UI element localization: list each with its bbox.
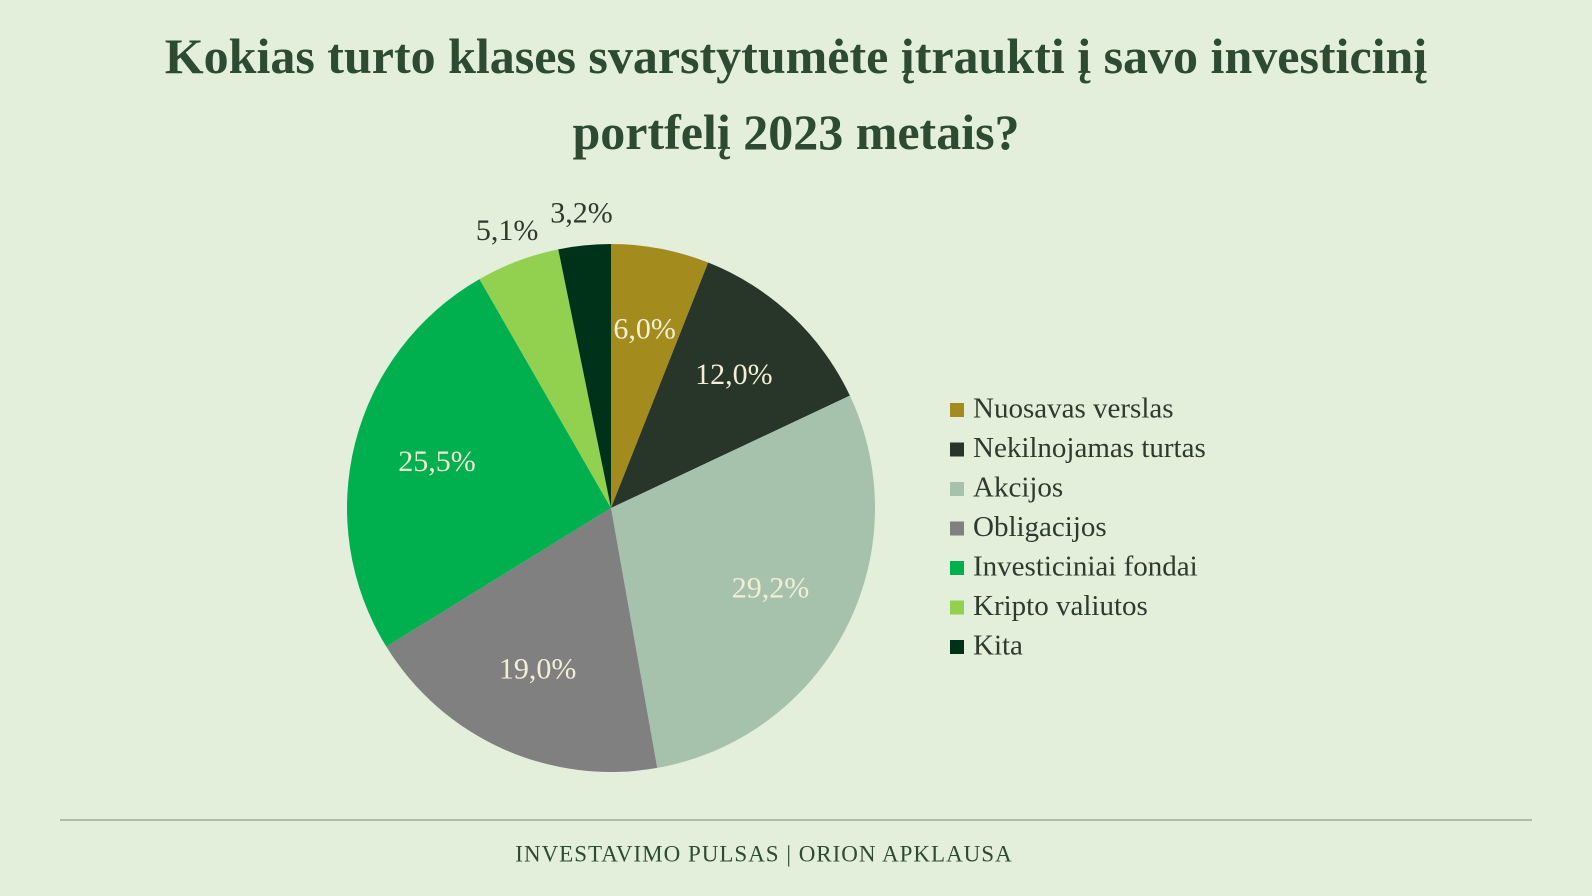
legend-label: Investiciniai fondai bbox=[973, 551, 1198, 583]
legend-label: Akcijos bbox=[973, 472, 1063, 504]
legend-swatch bbox=[950, 442, 964, 457]
pie-slice bbox=[611, 262, 850, 508]
data-label: 5,1% bbox=[476, 214, 539, 247]
pie-slice bbox=[611, 395, 875, 768]
pie-slice bbox=[479, 249, 611, 508]
legend-swatch bbox=[950, 403, 964, 417]
legend-swatch bbox=[950, 482, 964, 496]
pie-slice bbox=[386, 508, 658, 772]
footer: INVESTAVIMO PULSAS | ORION APKLAUSA bbox=[515, 841, 1012, 866]
legend-label: Kita bbox=[973, 630, 1023, 662]
pie-slice bbox=[346, 279, 611, 647]
legend-swatch bbox=[950, 521, 964, 536]
legend-label: Nuosavas verslas bbox=[973, 393, 1174, 425]
data-label: 29,2% bbox=[732, 571, 810, 604]
chart-title: Kokias turto klases svarstytumėte įtrauk… bbox=[164, 28, 1428, 160]
legend-label: Obligacijos bbox=[973, 511, 1107, 543]
data-label: 6,0% bbox=[613, 313, 676, 346]
data-label: 19,0% bbox=[499, 653, 577, 686]
data-label: 3,2% bbox=[550, 196, 613, 229]
data-label: 25,5% bbox=[398, 445, 476, 478]
data-label: 12,0% bbox=[695, 358, 773, 391]
legend-swatch bbox=[950, 600, 964, 615]
pie-slice bbox=[558, 244, 611, 508]
legend-swatch bbox=[950, 640, 964, 654]
legend-label: Nekilnojamas turtas bbox=[973, 432, 1206, 464]
pie-slice bbox=[611, 244, 709, 508]
legend-label: Kripto valiutos bbox=[973, 590, 1148, 622]
legend-swatch bbox=[950, 561, 964, 575]
